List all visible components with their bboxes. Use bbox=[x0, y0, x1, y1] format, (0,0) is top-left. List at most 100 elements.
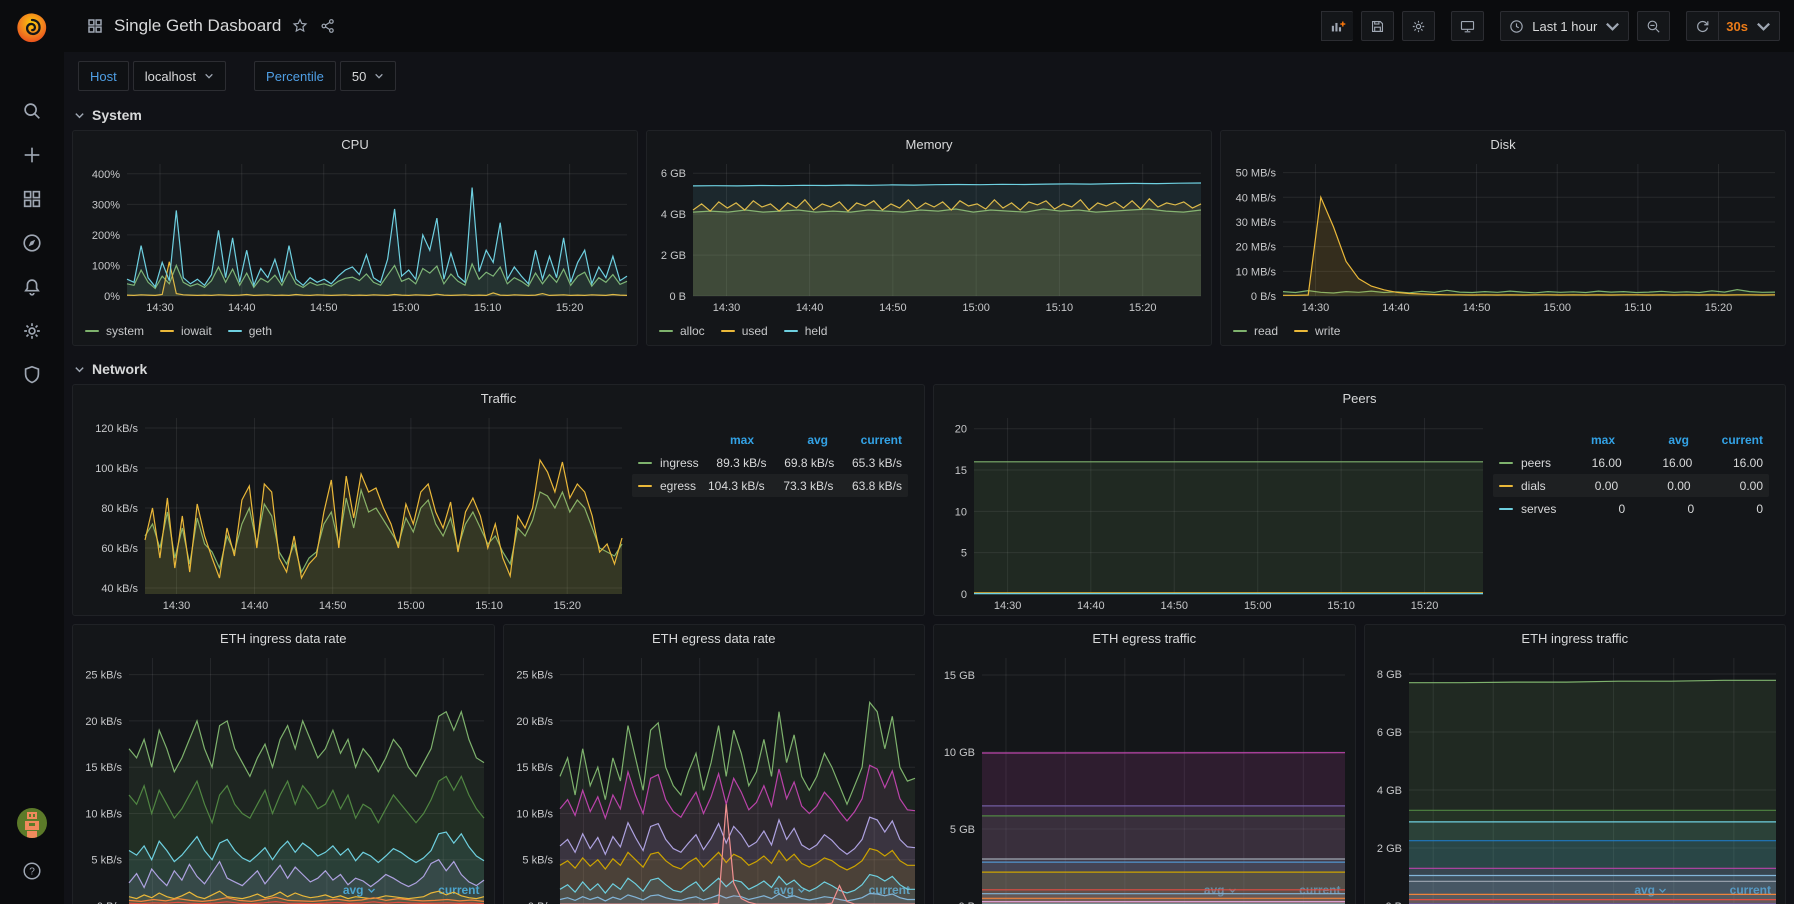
legend-item[interactable]: alloc bbox=[659, 324, 705, 338]
svg-text:0: 0 bbox=[961, 589, 967, 601]
legend-row-ingress[interactable]: ingress 89.3 kB/s 69.8 kB/s 65.3 kB/s bbox=[632, 451, 908, 474]
legend-item[interactable]: geth bbox=[227, 324, 272, 338]
row-toggle-network[interactable]: Network bbox=[72, 354, 1786, 384]
svg-text:15:10: 15:10 bbox=[474, 302, 502, 314]
alerting-bell-icon[interactable] bbox=[21, 276, 43, 298]
legend-item[interactable]: iowait bbox=[160, 324, 212, 338]
grafana-logo[interactable] bbox=[0, 0, 64, 56]
sidebar-nav bbox=[21, 100, 43, 386]
svg-text:14:30: 14:30 bbox=[1302, 302, 1330, 314]
explore-compass-icon[interactable] bbox=[21, 232, 43, 254]
legend-item[interactable]: read bbox=[1233, 324, 1278, 338]
legend-item[interactable]: write bbox=[1294, 324, 1340, 338]
legend-item[interactable]: system bbox=[85, 324, 144, 338]
panel-title-memory[interactable]: Memory bbox=[905, 137, 953, 152]
refresh-interval-dropdown[interactable]: 30s bbox=[1718, 11, 1780, 41]
legend-row-dials[interactable]: dials 0.00 0.00 0.00 bbox=[1493, 474, 1769, 497]
add-panel-button[interactable] bbox=[1321, 11, 1354, 41]
share-icon[interactable] bbox=[319, 17, 337, 35]
svg-text:15:20: 15:20 bbox=[553, 600, 581, 612]
dashboard-title[interactable]: Single Geth Dasboard bbox=[114, 16, 282, 35]
memory-chart[interactable]: 14:30 14:40 14:50 15:00 15:10 15:20 0 B 2 GB 4 G… bbox=[647, 158, 1211, 317]
legend-header-row: avg current bbox=[518, 878, 910, 902]
legend-sort-max[interactable]: max bbox=[1590, 432, 1615, 447]
search-icon[interactable] bbox=[21, 100, 43, 122]
variable-percentile: Percentile 50 bbox=[254, 61, 397, 91]
host-variable-label[interactable]: Host bbox=[78, 61, 129, 91]
dashboard-settings-button[interactable] bbox=[1402, 11, 1436, 41]
peers-chart[interactable]: 14:30 14:40 14:50 15:00 15:10 15:20 0 5 10 15 20 bbox=[934, 412, 1493, 615]
cpu-chart[interactable]: 14:30 14:40 14:50 15:00 15:10 15:20 0% 100% 200%… bbox=[73, 158, 637, 317]
panel-title-eth-egress-traffic[interactable]: ETH egress traffic bbox=[1092, 631, 1197, 646]
time-range-picker[interactable]: Last 1 hour bbox=[1500, 11, 1630, 41]
panel-title-cpu[interactable]: CPU bbox=[341, 137, 369, 152]
navbar-right: Last 1 hour 30s bbox=[1321, 11, 1780, 41]
star-icon[interactable] bbox=[291, 17, 309, 35]
disk-legend: read write bbox=[1221, 317, 1785, 345]
svg-text:4 GB: 4 GB bbox=[661, 209, 686, 221]
svg-text:20: 20 bbox=[955, 424, 967, 436]
percentile-variable-dropdown[interactable]: 50 bbox=[339, 61, 397, 91]
percentile-variable-label[interactable]: Percentile bbox=[254, 61, 336, 91]
help-icon[interactable]: ? bbox=[21, 860, 43, 882]
legend-item[interactable]: held bbox=[783, 324, 827, 338]
chevron-down-icon bbox=[75, 366, 84, 372]
tv-cycle-button[interactable] bbox=[1451, 11, 1485, 41]
panel-title-traffic[interactable]: Traffic bbox=[480, 391, 517, 406]
svg-text:10 kB/s: 10 kB/s bbox=[85, 808, 122, 820]
svg-text:14:30: 14:30 bbox=[163, 600, 191, 612]
legend-sort-avg[interactable]: avg bbox=[1668, 432, 1689, 447]
series-color-swatch bbox=[659, 330, 673, 332]
zoom-out-time-button[interactable] bbox=[1637, 11, 1671, 41]
series-color-swatch bbox=[638, 461, 652, 464]
legend-sort-avg[interactable]: avg bbox=[1563, 883, 1667, 897]
svg-text:14:50: 14:50 bbox=[879, 302, 907, 314]
svg-text:20 MB/s: 20 MB/s bbox=[1236, 242, 1277, 254]
save-dashboard-button[interactable] bbox=[1361, 11, 1395, 41]
row-toggle-system[interactable]: System bbox=[72, 100, 1786, 130]
legend-sort-current[interactable]: current bbox=[868, 883, 910, 897]
create-plus-icon[interactable] bbox=[21, 144, 43, 166]
legend-sort-avg[interactable]: avg bbox=[272, 883, 376, 897]
panel-title-peers[interactable]: Peers bbox=[1342, 391, 1377, 406]
dashboards-icon[interactable] bbox=[21, 188, 43, 210]
disk-chart[interactable]: 14:30 14:40 14:50 15:00 15:10 15:20 0 B/s 10 MB… bbox=[1221, 158, 1785, 317]
legend-row-serves[interactable]: serves 0 0 0 bbox=[1493, 497, 1769, 520]
svg-text:120 kB/s: 120 kB/s bbox=[95, 423, 138, 435]
traffic-chart[interactable]: 14:30 14:40 14:50 15:00 15:10 15:20 40 kB/s 60 … bbox=[73, 412, 632, 615]
svg-text:14:40: 14:40 bbox=[241, 600, 269, 612]
cpu-legend: system iowait geth bbox=[73, 317, 637, 345]
legend-sort-avg[interactable]: avg bbox=[807, 432, 828, 447]
svg-text:15:10: 15:10 bbox=[1624, 302, 1652, 314]
server-admin-shield-icon[interactable] bbox=[21, 364, 43, 386]
panel-title-disk[interactable]: Disk bbox=[1490, 137, 1516, 152]
legend-sort-max[interactable]: max bbox=[729, 432, 754, 447]
svg-text:100%: 100% bbox=[92, 260, 120, 272]
legend-item[interactable]: used bbox=[720, 324, 768, 338]
svg-text:15:20: 15:20 bbox=[556, 302, 584, 314]
legend-row-egress[interactable]: egress 104.3 kB/s 73.3 kB/s 63.8 kB/s bbox=[632, 474, 908, 497]
refresh-button[interactable] bbox=[1686, 11, 1719, 41]
user-avatar[interactable] bbox=[17, 808, 47, 838]
panel-title-eth-ingress-data-rate[interactable]: ETH ingress data rate bbox=[220, 631, 347, 646]
panel-title-eth-egress-data-rate[interactable]: ETH egress data rate bbox=[651, 631, 776, 646]
legend-row-peers[interactable]: peers 16.00 16.00 16.00 bbox=[1493, 451, 1769, 474]
series-color-swatch bbox=[720, 330, 735, 332]
legend-sort-current[interactable]: current bbox=[1729, 883, 1771, 897]
svg-text:14:30: 14:30 bbox=[713, 302, 741, 314]
svg-text:5 GB: 5 GB bbox=[950, 824, 975, 836]
legend-sort-current[interactable]: current bbox=[1721, 432, 1763, 447]
svg-text:20 kB/s: 20 kB/s bbox=[516, 716, 553, 728]
settings-gear-icon[interactable] bbox=[21, 320, 43, 342]
host-variable-dropdown[interactable]: localhost bbox=[132, 61, 227, 91]
svg-text:14:40: 14:40 bbox=[796, 302, 824, 314]
svg-text:0 B/s: 0 B/s bbox=[97, 901, 123, 904]
dashboard-grid-icon[interactable] bbox=[86, 17, 104, 35]
chevron-down-icon bbox=[75, 112, 84, 118]
legend-sort-current[interactable]: current bbox=[860, 432, 902, 447]
panel-title-eth-ingress-traffic[interactable]: ETH ingress traffic bbox=[1521, 631, 1629, 646]
